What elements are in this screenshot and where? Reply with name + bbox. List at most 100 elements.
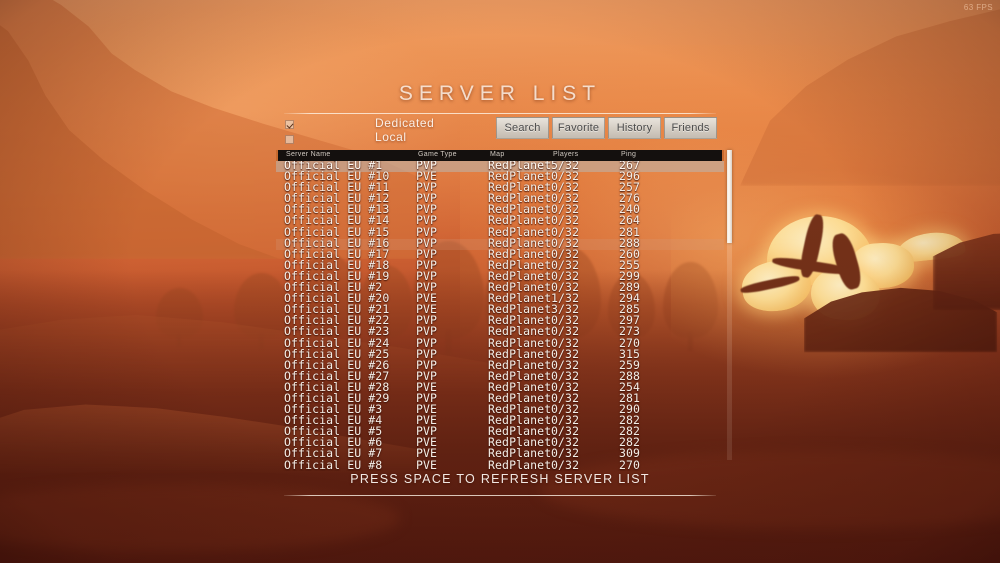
table-row[interactable]: Official EU #27 PVP RedPlanet 0/32 288 — [276, 368, 724, 383]
tab-search[interactable]: Search — [496, 117, 549, 139]
table-row[interactable]: Official EU #23 PVP RedPlanet 0/32 273 — [276, 324, 724, 339]
server-list-panel: SERVER LIST Dedicated Local Search Favor… — [276, 62, 732, 496]
table-row[interactable]: Official EU #24 PVP RedPlanet 0/32 270 — [276, 337, 724, 350]
tab-history[interactable]: History — [608, 117, 661, 139]
scrollbar-thumb[interactable] — [727, 150, 732, 243]
cell-map: RedPlanet — [488, 235, 552, 250]
table-row[interactable]: Official EU #18 PVP RedPlanet 0/32 255 — [276, 257, 724, 272]
local-checkbox-row[interactable] — [285, 133, 294, 145]
table-row[interactable]: Official EU #3 PVE RedPlanet 0/32 290 — [276, 402, 724, 417]
table-row[interactable]: Official EU #2 PVP RedPlanet 0/32 289 — [276, 280, 724, 295]
cell-game-type: PVE — [416, 169, 438, 184]
cell-players: 0/32 — [551, 346, 580, 361]
table-row[interactable]: Official EU #29 PVP RedPlanet 0/32 281 — [276, 390, 724, 405]
cell-server-name: Official EU #16 — [284, 235, 390, 250]
cell-players: 0/32 — [551, 257, 580, 272]
cell-game-type: PVP — [416, 161, 438, 172]
cell-ping: 255 — [619, 257, 641, 272]
cell-map: RedPlanet — [488, 446, 552, 461]
dedicated-checkbox-row[interactable] — [285, 118, 294, 130]
cell-game-type: PVP — [416, 424, 438, 439]
cell-players: 0/32 — [551, 268, 580, 283]
local-checkbox[interactable] — [285, 134, 294, 144]
table-row[interactable]: Official EU #25 PVP RedPlanet 0/32 315 — [276, 346, 724, 361]
tab-friends[interactable]: Friends — [664, 117, 717, 139]
column-header-game-type[interactable]: Game Type — [418, 151, 457, 158]
column-header-server-name[interactable]: Server Name — [286, 151, 331, 158]
cell-map: RedPlanet — [488, 346, 552, 361]
cell-server-name: Official EU #29 — [284, 390, 390, 405]
table-row[interactable]: Official EU #8 PVE RedPlanet 0/32 270 — [276, 457, 724, 471]
cell-players: 0/32 — [551, 180, 580, 195]
cell-server-name: Official EU #10 — [284, 169, 390, 184]
table-row[interactable]: Official EU #15 PVP RedPlanet 0/32 281 — [276, 224, 724, 239]
cell-players: 0/32 — [551, 246, 580, 261]
cell-map: RedPlanet — [488, 161, 552, 172]
table-row[interactable]: Official EU #17 PVP RedPlanet 0/32 260 — [276, 246, 724, 261]
cell-map: RedPlanet — [488, 357, 552, 372]
cell-server-name: Official EU #3 — [284, 402, 383, 417]
cell-map: RedPlanet — [488, 390, 552, 405]
cell-server-name: Official EU #28 — [284, 379, 390, 394]
cell-server-name: Official EU #17 — [284, 246, 390, 261]
title-divider — [284, 113, 716, 114]
column-header-map[interactable]: Map — [490, 151, 505, 158]
dedicated-checkbox[interactable] — [285, 119, 294, 129]
table-row[interactable]: Official EU #7 PVE RedPlanet 0/32 309 — [276, 446, 724, 461]
server-rows[interactable]: Official EU #1 PVP RedPlanet 5/32 267 Officia… — [276, 161, 724, 471]
filter-labels: Dedicated Local — [375, 116, 434, 144]
cell-ping: 259 — [619, 357, 641, 372]
cell-server-name: Official EU #27 — [284, 368, 390, 383]
table-row[interactable]: Official EU #20 PVE RedPlanet 1/32 294 — [276, 292, 724, 305]
cell-map: RedPlanet — [488, 180, 552, 195]
table-row[interactable]: Official EU #5 PVP RedPlanet 0/32 282 — [276, 424, 724, 439]
table-row[interactable]: Official EU #6 PVE RedPlanet 0/32 282 — [276, 435, 724, 450]
cell-server-name: Official EU #23 — [284, 324, 390, 339]
table-row[interactable]: Official EU #14 PVP RedPlanet 0/32 264 — [276, 213, 724, 228]
cell-ping: 282 — [619, 413, 641, 428]
table-row[interactable]: Official EU #19 PVP RedPlanet 0/32 299 — [276, 268, 724, 283]
cell-game-type: PVP — [416, 368, 438, 383]
table-row[interactable]: Official EU #13 PVP RedPlanet 0/32 240 — [276, 204, 724, 216]
cell-ping: 290 — [619, 402, 641, 417]
cell-game-type: PVE — [416, 435, 438, 450]
cell-ping: 254 — [619, 379, 641, 394]
cell-ping: 260 — [619, 246, 641, 261]
cell-game-type: PVP — [416, 324, 438, 339]
table-row[interactable]: Official EU #10 PVE RedPlanet 0/32 296 — [276, 169, 724, 184]
refresh-hint: PRESS SPACE TO REFRESH SERVER LIST — [350, 472, 650, 486]
table-row[interactable]: Official EU #21 PVE RedPlanet 3/32 285 — [276, 302, 724, 317]
cell-players: 5/32 — [551, 161, 580, 172]
cell-server-name: Official EU #15 — [284, 224, 390, 239]
cell-ping: 285 — [619, 302, 641, 317]
cell-map: RedPlanet — [488, 424, 552, 439]
cell-map: RedPlanet — [488, 368, 552, 383]
cell-game-type: PVP — [416, 235, 438, 250]
cell-server-name: Official EU #11 — [284, 180, 390, 195]
column-header-ping[interactable]: Ping — [621, 151, 637, 158]
table-row[interactable]: Official EU #22 PVP RedPlanet 0/32 297 — [276, 313, 724, 328]
tab-favorite[interactable]: Favorite — [552, 117, 605, 139]
table-row[interactable]: Official EU #12 PVP RedPlanet 0/32 276 — [276, 191, 724, 206]
table-row[interactable]: Official EU #11 PVP RedPlanet 0/32 257 — [276, 180, 724, 195]
table-row[interactable]: Official EU #1 PVP RedPlanet 5/32 267 — [276, 161, 724, 173]
local-label: Local — [375, 130, 407, 144]
cell-map: RedPlanet — [488, 313, 552, 328]
cell-map: RedPlanet — [488, 280, 552, 295]
cell-ping: 276 — [619, 191, 641, 206]
cell-server-name: Official EU #8 — [284, 457, 383, 471]
cell-ping: 315 — [619, 346, 641, 361]
cell-game-type: PVP — [416, 224, 438, 239]
table-row[interactable]: Official EU #26 PVP RedPlanet 0/32 259 — [276, 357, 724, 372]
cell-map: RedPlanet — [488, 191, 552, 206]
column-header-players[interactable]: Players — [553, 151, 579, 158]
cell-game-type: PVP — [416, 390, 438, 405]
cell-ping: 281 — [619, 390, 641, 405]
table-row[interactable]: Official EU #28 PVE RedPlanet 0/32 254 — [276, 379, 724, 394]
cell-players: 0/32 — [551, 235, 580, 250]
scrollbar-track[interactable] — [727, 150, 732, 460]
table-row[interactable]: Official EU #4 PVE RedPlanet 0/32 282 — [276, 413, 724, 428]
table-row[interactable]: Official EU #16 PVP RedPlanet 0/32 288 — [276, 235, 724, 250]
cell-server-name: Official EU #4 — [284, 413, 383, 428]
cell-map: RedPlanet — [488, 213, 552, 228]
